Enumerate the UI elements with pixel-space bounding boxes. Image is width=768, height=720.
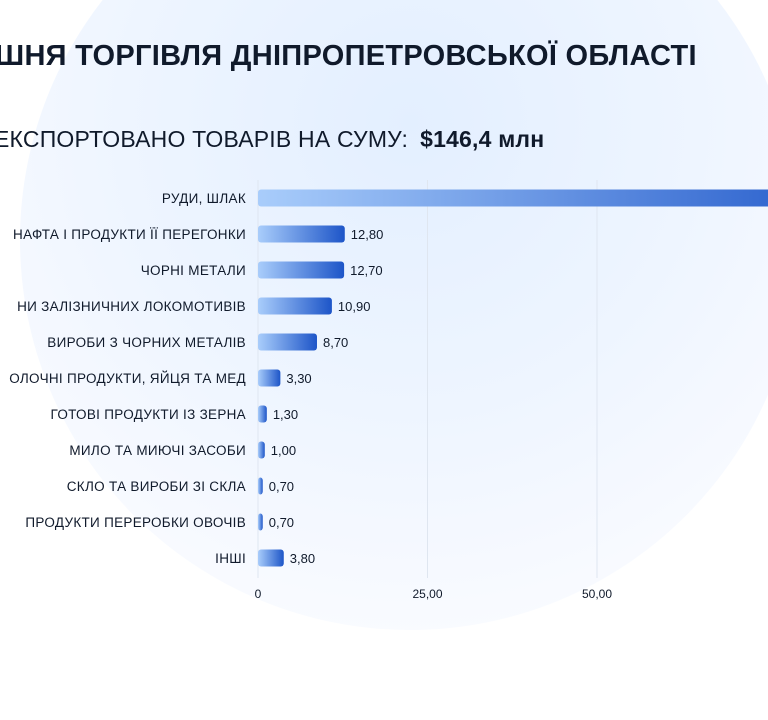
page-title: ШНЯ ТОРГІВЛЯ ДНІПРОПЕТРОВСЬКОЇ ОБЛАСТІ [0, 40, 697, 72]
value-label: 1,30 [273, 407, 298, 422]
value-label: 12,70 [350, 263, 383, 278]
bar [258, 369, 281, 387]
value-label: 3,30 [286, 371, 311, 386]
category-label: ГОТОВІ ПРОДУКТИ ІЗ ЗЕРНА [50, 407, 246, 422]
background-circle [20, 0, 768, 630]
category-label: СКЛО ТА ВИРОБИ ЗІ СКЛА [67, 479, 246, 494]
bar [258, 513, 263, 531]
export-sum: $146,4 млн [420, 126, 545, 152]
value-label: 10,90 [338, 299, 371, 314]
bar [258, 225, 345, 243]
category-label: ПРОДУКТИ ПЕРЕРОБКИ ОВОЧІВ [25, 515, 246, 530]
category-label: ВИРОБИ З ЧОРНИХ МЕТАЛІВ [47, 335, 246, 350]
x-tick-label: 0 [255, 587, 262, 601]
category-label: НИ ЗАЛІЗНИЧНИХ ЛОКОМОТИВІВ [17, 299, 246, 314]
bar [258, 405, 267, 423]
bar [258, 297, 332, 315]
bar [258, 441, 265, 459]
category-label: РУДИ, ШЛАК [162, 191, 246, 206]
category-label: МИЛО ТА МИЮЧІ ЗАСОБИ [69, 443, 246, 458]
category-label: ЧОРНІ МЕТАЛИ [141, 263, 246, 278]
bar [258, 477, 263, 495]
subtitle-label: ЕКСПОРТОВАНО ТОВАРІВ НА СУМУ: [0, 126, 409, 152]
bar [258, 333, 317, 351]
x-tick-label: 25,00 [412, 587, 442, 601]
category-label: ІНШІ [215, 551, 246, 566]
value-label: 1,00 [271, 443, 296, 458]
value-label: 3,80 [290, 551, 315, 566]
bar [258, 189, 768, 207]
category-label: ОЛОЧНІ ПРОДУКТИ, ЯЙЦЯ ТА МЕД [9, 371, 246, 386]
bar [258, 261, 345, 279]
category-label: НАФТА І ПРОДУКТИ ЇЇ ПЕРЕГОНКИ [13, 227, 246, 242]
value-label: 12,80 [351, 227, 384, 242]
value-label: 0,70 [269, 515, 294, 530]
value-label: 8,70 [323, 335, 348, 350]
bar [258, 549, 284, 567]
value-label: 0,70 [269, 479, 294, 494]
subtitle: ЕКСПОРТОВАНО ТОВАРІВ НА СУМУ: $146,4 млн [0, 126, 544, 153]
x-tick-label: 50,00 [582, 587, 612, 601]
